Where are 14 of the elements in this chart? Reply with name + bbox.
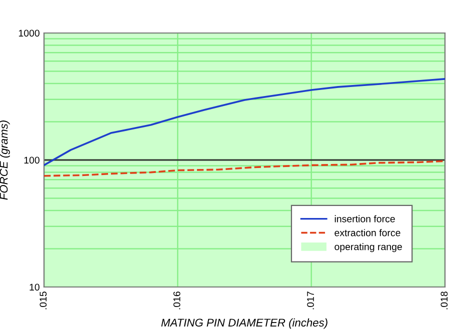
line-series bbox=[44, 160, 445, 177]
legend-label: extraction force bbox=[334, 229, 400, 236]
line-series bbox=[44, 78, 445, 166]
band-label: operating range bbox=[334, 243, 402, 252]
y-tick-label: 1000 bbox=[18, 30, 40, 37]
y-tick-label: 100 bbox=[24, 156, 40, 164]
y-tick-label: 10 bbox=[30, 284, 40, 291]
x-tick-label: .016 bbox=[173, 292, 180, 310]
x-tick-label: .017 bbox=[307, 292, 314, 310]
x-tick-label: .015 bbox=[40, 292, 47, 310]
y-axis-title: FORCE (grams) bbox=[0, 120, 10, 200]
x-tick-label: .018 bbox=[440, 292, 448, 310]
x-axis-title: MATING PIN DIAMETER (inches) bbox=[161, 318, 328, 329]
legend-label: insertion force bbox=[334, 215, 395, 222]
